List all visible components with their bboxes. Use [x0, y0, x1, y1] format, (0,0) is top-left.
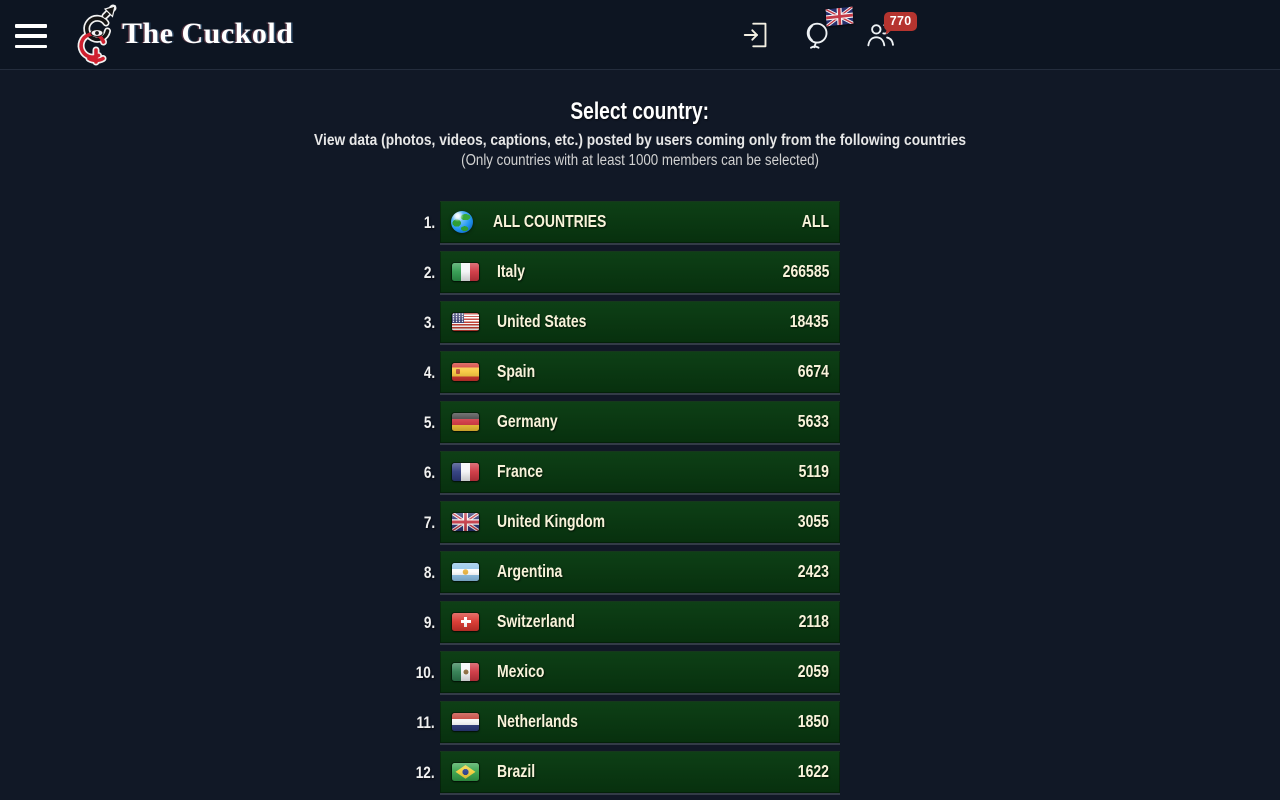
country-name: United States — [497, 311, 587, 332]
country-rank: 12. — [416, 762, 435, 782]
country-row: 7. United Kingdom 3055 — [424, 500, 840, 545]
country-count: 2423 — [797, 561, 829, 582]
page-title: Select country: — [570, 98, 710, 125]
page-note: (Only countries with at least 1000 membe… — [461, 151, 819, 169]
country-rank: 10. — [416, 662, 435, 682]
flag-mexico-icon — [452, 662, 479, 681]
country-count: 1850 — [797, 711, 829, 732]
country-row: 10. Mexico 2059 — [416, 650, 840, 695]
country-rank: 4. — [423, 362, 435, 382]
country-count: 266585 — [782, 261, 829, 282]
flag-united-states-icon — [452, 312, 479, 331]
country-name: Brazil — [497, 761, 536, 782]
country-rank: 7. — [423, 512, 435, 532]
country-count: 3055 — [797, 511, 829, 532]
country-count: 18435 — [790, 311, 829, 332]
country-row: 12. Brazil 1622 — [416, 750, 840, 795]
country-link[interactable]: Brazil 1622 — [440, 750, 840, 795]
globe-icon — [451, 210, 473, 233]
country-count: 1622 — [797, 761, 829, 782]
header: The Cuckold — [0, 0, 1280, 70]
country-name: Germany — [497, 411, 558, 432]
country-link[interactable]: Germany 5633 — [440, 400, 840, 445]
members-count-badge: 770 — [884, 12, 917, 31]
country-rank: 6. — [423, 462, 435, 482]
country-name: Spain — [497, 361, 536, 382]
country-row: 8. Argentina 2423 — [424, 550, 840, 595]
country-rank: 2. — [423, 262, 435, 282]
country-count: 6674 — [797, 361, 829, 382]
flag-switzerland-icon — [452, 612, 479, 631]
country-name: ALL COUNTRIES — [493, 211, 607, 232]
uk-flag-icon — [825, 6, 854, 27]
country-count: ALL — [801, 211, 829, 232]
flag-brazil-icon — [452, 762, 479, 781]
country-name: Netherlands — [497, 711, 578, 732]
country-link[interactable]: United States 18435 — [440, 300, 840, 345]
language-button[interactable] — [800, 6, 854, 58]
country-name: Mexico — [497, 661, 545, 682]
country-count: 5119 — [798, 461, 829, 482]
country-name: Argentina — [497, 561, 563, 582]
flag-spain-icon — [452, 362, 479, 381]
flag-argentina-icon — [452, 562, 479, 581]
brand-link[interactable]: The Cuckold — [72, 2, 293, 66]
country-list: 1. ALL COUNTRIES ALL 2. Italy 266585 3. … — [416, 200, 840, 795]
country-count: 2118 — [798, 611, 829, 632]
country-link[interactable]: United Kingdom 3055 — [440, 500, 840, 545]
country-name: France — [497, 461, 543, 482]
language-globe-icon — [806, 22, 828, 49]
country-link[interactable]: Italy 266585 — [440, 250, 840, 295]
country-row: 11. Netherlands 1850 — [417, 700, 840, 745]
country-rank: 8. — [423, 562, 435, 582]
country-row: 2. Italy 266585 — [424, 250, 840, 295]
country-rank: 9. — [423, 612, 435, 632]
country-link[interactable]: France 5119 — [440, 450, 840, 495]
country-count: 5633 — [797, 411, 829, 432]
country-rank: 3. — [423, 312, 435, 332]
country-row: 9. Switzerland 2118 — [424, 600, 840, 645]
menu-icon[interactable] — [15, 24, 47, 48]
brand-title: The Cuckold — [122, 17, 294, 50]
members-button[interactable]: 770 — [862, 12, 917, 58]
login-icon — [743, 22, 767, 48]
page-subtitle: View data (photos, videos, captions, etc… — [314, 131, 966, 149]
main-content: Select country: View data (photos, video… — [0, 70, 1280, 795]
country-link[interactable]: Netherlands 1850 — [440, 700, 840, 745]
flag-united-kingdom-icon — [452, 512, 479, 531]
country-link[interactable]: Switzerland 2118 — [440, 600, 840, 645]
flag-netherlands-icon — [452, 712, 479, 731]
login-button[interactable] — [738, 12, 776, 58]
flag-france-icon — [452, 462, 479, 481]
country-row: 5. Germany 5633 — [424, 400, 840, 445]
country-row: 6. France 5119 — [424, 450, 840, 495]
country-row: 1. ALL COUNTRIES ALL — [424, 200, 840, 245]
country-rank: 5. — [423, 412, 435, 432]
country-name: United Kingdom — [497, 511, 606, 532]
country-rank: 11. — [416, 712, 435, 732]
country-name: Switzerland — [497, 611, 575, 632]
country-rank: 1. — [423, 212, 435, 232]
header-actions: 770 — [738, 0, 917, 70]
flag-germany-icon — [452, 412, 479, 431]
flag-italy-icon — [452, 262, 479, 281]
country-row: 4. Spain 6674 — [424, 350, 840, 395]
country-link[interactable]: ALL COUNTRIES ALL — [440, 200, 840, 245]
country-count: 2059 — [797, 661, 829, 682]
country-link[interactable]: Mexico 2059 — [440, 650, 840, 695]
country-link[interactable]: Argentina 2423 — [440, 550, 840, 595]
country-link[interactable]: Spain 6674 — [440, 350, 840, 395]
site-logo-icon — [77, 4, 117, 66]
country-name: Italy — [497, 261, 526, 282]
country-row: 3. United States 18435 — [424, 300, 840, 345]
